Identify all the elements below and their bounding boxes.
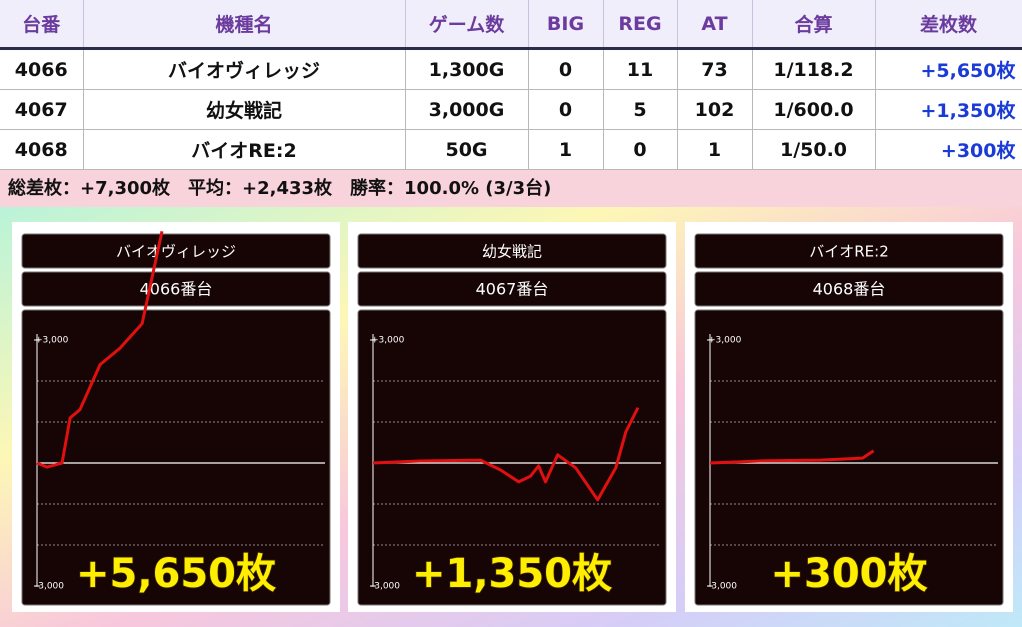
table-row: 4067 幼女戦記 3,000G 0 5 102 1/600.0 +1,350枚: [0, 89, 1022, 130]
subtitle-box: [357, 271, 667, 307]
table-cell: 4068: [0, 129, 84, 170]
table-cell: 0: [603, 129, 678, 170]
header-row: 台番 機種名 ゲーム数 BIG REG AT 合算 差枚数: [0, 0, 1022, 50]
y-tick-label: -3,000: [371, 582, 400, 592]
table-cell: 4066: [0, 48, 84, 90]
y-tick-label: +3,000: [35, 336, 69, 346]
table-cell: +5,650枚: [875, 48, 1022, 90]
table-body: 4066 バイオヴィレッジ 1,300G 0 11 73 1/118.2 +5,650枚 406…: [0, 48, 1022, 170]
panel-subtitle: 4066番台: [140, 280, 213, 299]
title-box: [21, 233, 331, 269]
charts: バイオヴィレッジ 4066番台 +3,000 -3,000 +5,650枚 幼女戦記 406…: [0, 207, 1022, 627]
y-tick-label: -3,000: [708, 582, 737, 592]
result-label: +300枚: [770, 551, 927, 597]
table-cell: +300枚: [875, 129, 1022, 170]
table-cell: 1,300G: [405, 48, 529, 90]
table-cell: 4067: [0, 89, 84, 130]
table-cell: 50G: [405, 129, 529, 170]
title-box: [694, 233, 1004, 269]
table-cell: バイオヴィレッジ: [83, 48, 406, 90]
summary: 総差枚：+7,300枚 平均：+2,433枚 勝率：100.0% (3/3台): [0, 170, 1022, 207]
result-label: +1,350枚: [412, 551, 612, 597]
table-cell: 11: [603, 48, 678, 90]
y-tick-label: -3,000: [35, 582, 64, 592]
y-tick-label: +3,000: [371, 336, 405, 346]
result-label: +5,650枚: [76, 551, 276, 597]
header-cell: 機種名: [83, 0, 406, 50]
panel-subtitle: 4068番台: [813, 280, 886, 299]
table-row: 4068 バイオRE:2 50G 1 0 1 1/50.0 +300枚: [0, 129, 1022, 170]
subtitle-box: [21, 271, 331, 307]
table-cell: 5: [603, 89, 678, 130]
table-cell: バイオRE:2: [83, 129, 406, 170]
header-cell: 差枚数: [875, 0, 1022, 50]
panel-title: 幼女戦記: [482, 243, 542, 261]
header-cell: REG: [603, 0, 678, 50]
subtitle-box: [694, 271, 1004, 307]
y-tick-label: +3,000: [708, 336, 742, 346]
table-cell: 3,000G: [405, 89, 529, 130]
line-series: [709, 449, 875, 465]
chart-box: [21, 309, 331, 606]
table-cell: 1: [528, 129, 604, 170]
table-cell: 102: [677, 89, 753, 130]
header-cell: 合算: [752, 0, 876, 50]
table-cell: 1/50.0: [752, 129, 876, 170]
header-cell: ゲーム数: [405, 0, 529, 50]
data-table: 台番 機種名 ゲーム数 BIG REG AT 合算 差枚数 4066 バイオヴィレッジ 1,300…: [0, 0, 1022, 170]
table-cell: 0: [528, 48, 604, 90]
chart-box: [357, 309, 667, 606]
header-cell: 台番: [0, 0, 84, 50]
line-series: [36, 231, 164, 469]
panel-title: バイオRE:2: [809, 243, 889, 261]
header-cell: BIG: [528, 0, 604, 50]
table-cell: 1/118.2: [752, 48, 876, 90]
panel-title: バイオヴィレッジ: [116, 243, 236, 261]
table-cell: 1: [677, 129, 753, 170]
table-cell: 0: [528, 89, 604, 130]
table-cell: 73: [677, 48, 753, 90]
table-cell: 幼女戦記: [83, 89, 406, 130]
table-cell: 1/600.0: [752, 89, 876, 130]
table-row: 4066 バイオヴィレッジ 1,300G 0 11 73 1/118.2 +5,650枚: [0, 48, 1022, 90]
table-cell: +1,350枚: [875, 89, 1022, 130]
panel-subtitle: 4067番台: [476, 280, 549, 299]
header-cell: AT: [677, 0, 753, 50]
title-box: [357, 233, 667, 269]
line-series: [372, 406, 640, 502]
